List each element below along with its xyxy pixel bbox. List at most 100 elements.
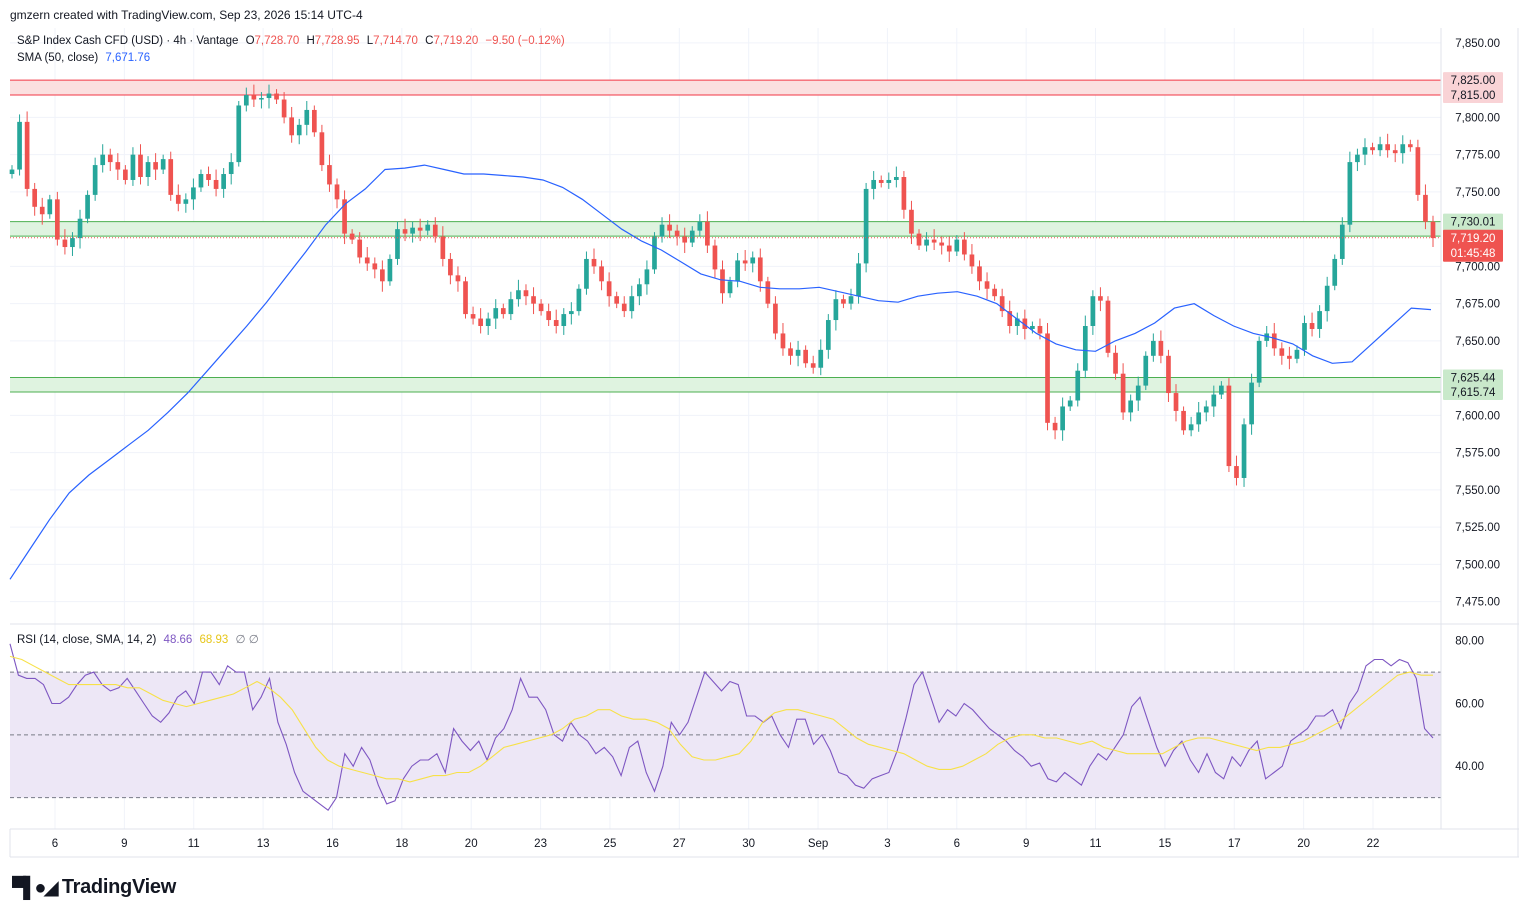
candle-body <box>561 314 567 326</box>
candle-body <box>1075 370 1081 401</box>
candle-body <box>1264 333 1270 341</box>
candle-body <box>1158 340 1164 356</box>
sma-legend: SMA (50, close) 7,671.76 <box>17 52 154 64</box>
candle-body <box>999 296 1005 312</box>
candle-body <box>825 320 831 350</box>
candle-body <box>516 290 521 300</box>
candle-body <box>206 174 211 180</box>
candle-body <box>909 209 914 234</box>
candle-body <box>410 227 415 234</box>
candle-body <box>1030 326 1035 329</box>
candle-body <box>939 242 945 246</box>
candle-body <box>1317 311 1322 329</box>
last-price-tag <box>1443 229 1503 262</box>
candle-body <box>417 227 423 231</box>
candle-body <box>584 258 589 289</box>
y-tick-label: 7,475.00 <box>1455 597 1500 609</box>
candle-body <box>455 275 461 282</box>
candle-body <box>145 162 151 177</box>
zone-tag-top <box>1443 72 1503 89</box>
candle-body <box>77 218 83 239</box>
candle-body <box>1219 385 1224 395</box>
candle-body <box>1234 466 1239 478</box>
candle-body <box>977 266 982 282</box>
candle-body <box>1392 150 1398 154</box>
candle-body <box>296 124 302 136</box>
candle-body <box>85 194 90 219</box>
candle-body <box>841 299 846 304</box>
y-tick-label: 7,850.00 <box>1455 38 1500 50</box>
candle-body <box>1211 394 1217 407</box>
candle-body <box>1045 333 1050 423</box>
candle-body <box>221 174 226 189</box>
rsi-ma-path <box>9 655 1433 783</box>
candle-body <box>191 187 196 200</box>
candle-body <box>1067 400 1073 407</box>
candle-body <box>984 281 990 289</box>
high-label: H7,728.95 <box>306 35 360 47</box>
candle-body <box>969 254 975 267</box>
candle-body <box>538 303 544 312</box>
rsi-label: RSI (14, close, SMA, 14, 2) <box>17 634 157 646</box>
candle-body <box>311 109 317 133</box>
axes: 6 9 11 13 16 18 20 23 25 27 30 Sep 3 6 9 11 15 17 20 22 7,85… <box>9 28 1519 858</box>
candle-body <box>1430 221 1436 239</box>
candle-body <box>788 348 793 356</box>
candle-body <box>92 165 98 195</box>
candle-body <box>1287 355 1292 359</box>
candle-body <box>153 162 158 170</box>
y-tick-label: 7,700.00 <box>1455 261 1500 273</box>
zone-tag-top-text: 7,625.44 <box>1451 372 1496 384</box>
rsi-tick-label: 60.00 <box>1455 698 1484 710</box>
candle-body <box>1332 258 1338 286</box>
candle-body <box>1007 311 1013 326</box>
candle-body <box>629 296 635 312</box>
candle-body <box>795 349 801 356</box>
candle-body <box>387 258 393 282</box>
price-tags: 7,825.007,815.007,730.017,720.317,625.44… <box>10 72 1503 400</box>
candle-body <box>138 154 143 177</box>
candle-body <box>1098 296 1103 301</box>
zone-tag-top <box>1443 369 1503 386</box>
candle-body <box>160 159 166 170</box>
candle-body <box>463 281 468 315</box>
candle-body <box>614 296 620 304</box>
y-tick-label: 7,675.00 <box>1455 299 1500 311</box>
candle-body <box>1022 318 1028 329</box>
candle-body <box>886 179 892 183</box>
candle-body <box>1181 410 1186 431</box>
candle-body <box>568 311 574 315</box>
zone-tag-bottom <box>1443 87 1503 104</box>
x-tick-label: 13 <box>257 838 270 850</box>
x-tick-label: 16 <box>326 838 339 850</box>
candle-body <box>1166 355 1171 394</box>
change-label: −9.50 (−0.12%) <box>485 35 565 47</box>
x-tick-label: 30 <box>742 838 755 850</box>
close-label: C7,719.20 <box>425 35 479 47</box>
zone-tag-bottom-text: 7,615.74 <box>1451 387 1496 399</box>
low-label: L7,714.70 <box>366 35 418 47</box>
candles <box>9 84 1436 487</box>
candle-body <box>17 121 22 170</box>
candle-body <box>1113 352 1118 374</box>
candle-body <box>818 349 824 368</box>
zone-tag-top-text: 7,825.00 <box>1451 75 1496 87</box>
candle-body <box>599 266 604 282</box>
zone-tag-top <box>1443 213 1503 230</box>
candle-body <box>773 303 778 334</box>
candle-body <box>765 281 771 304</box>
candle-body <box>652 236 657 270</box>
candle-body <box>1105 300 1111 353</box>
countdown-text: 01:45:48 <box>1451 248 1496 260</box>
candle-body <box>39 206 45 215</box>
y-tick-label: 7,575.00 <box>1455 448 1500 460</box>
candle-body <box>667 224 672 231</box>
tradingview-brand[interactable]: ▀▌●◢ TradingView <box>12 875 176 900</box>
candle-body <box>1362 147 1368 155</box>
y-tick-label: 7,500.00 <box>1455 559 1500 571</box>
candle-body <box>1377 144 1383 151</box>
candle-body <box>478 318 483 326</box>
candle-body <box>606 281 612 297</box>
candle-body <box>1279 348 1285 356</box>
